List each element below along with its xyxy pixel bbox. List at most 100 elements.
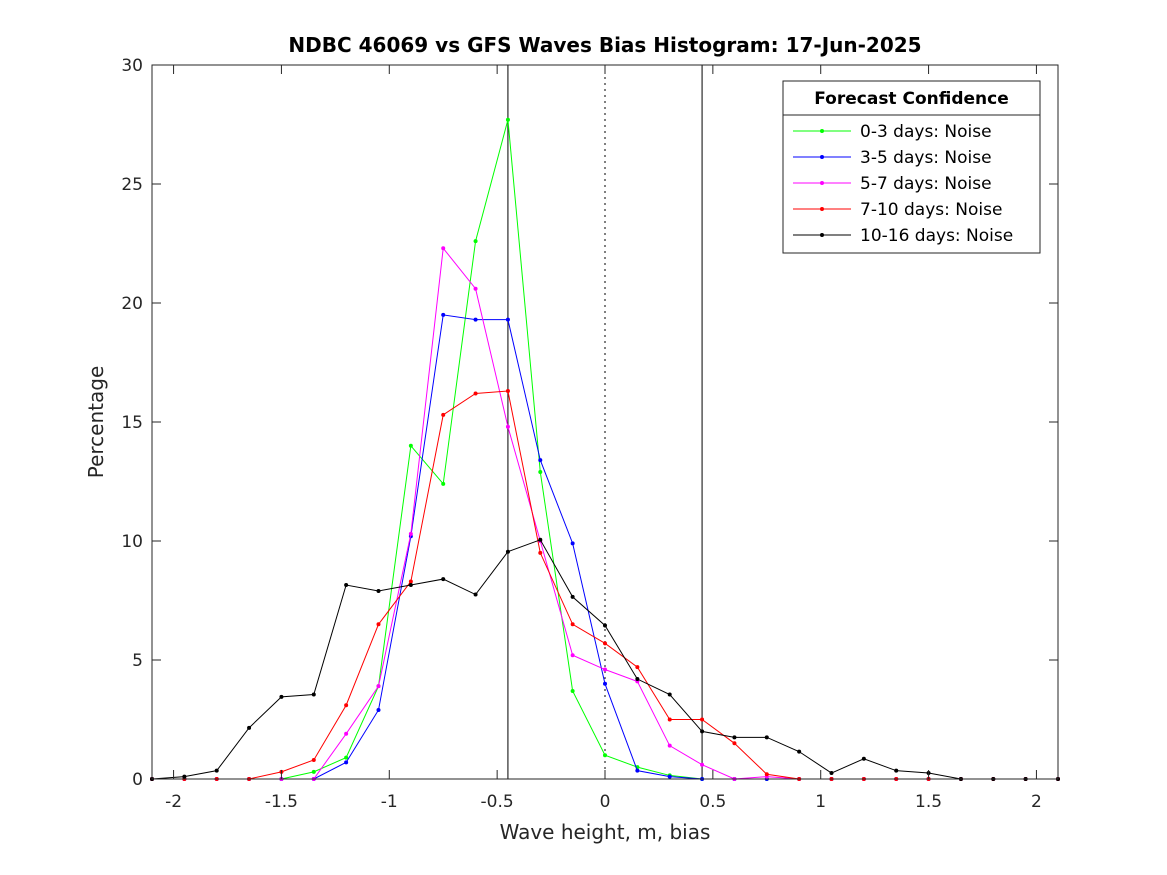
y-tick-label: 5 xyxy=(132,651,143,671)
series-5-point xyxy=(505,549,510,554)
series-2-point xyxy=(441,312,446,317)
series-5-point xyxy=(603,623,607,628)
legend-label: 10-16 days: Noise xyxy=(860,226,1013,246)
legend: Forecast Confidence 0-3 days: Noise 3-5 d… xyxy=(782,80,1041,254)
series-4-point xyxy=(408,579,413,584)
series-4-point xyxy=(505,389,510,394)
series-5-point xyxy=(829,771,834,776)
series-1-point xyxy=(311,769,316,774)
series-2-point xyxy=(603,681,607,686)
series-5-point xyxy=(344,583,349,588)
series-5-point xyxy=(570,594,575,599)
series-3-point xyxy=(667,743,672,748)
legend-entry-4: 7-10 days: Noise xyxy=(793,200,1002,220)
chart-title: NDBC 46069 vs GFS Waves Bias Histogram: … xyxy=(288,33,921,57)
legend-swatch-marker xyxy=(820,233,824,237)
series-4-point xyxy=(667,717,672,722)
series-5-point xyxy=(214,768,219,773)
x-tick-label: 1.5 xyxy=(915,792,942,812)
series-5-point xyxy=(376,588,381,593)
series-5-point xyxy=(667,692,672,697)
series-4-point xyxy=(764,772,769,777)
series-1-point xyxy=(570,688,575,693)
series-3-point xyxy=(473,286,478,291)
series-3-point xyxy=(700,762,705,767)
y-tick-label: 10 xyxy=(121,532,143,552)
series-5-point xyxy=(538,537,543,542)
series-4-point xyxy=(635,665,640,670)
legend-swatch-marker xyxy=(820,155,824,159)
series-3-point xyxy=(344,731,349,736)
y-tick-label: 20 xyxy=(121,294,143,314)
series-5-point xyxy=(797,749,802,754)
series-1-point xyxy=(473,239,478,244)
legend-swatch-marker xyxy=(820,129,824,133)
legend-label: 7-10 days: Noise xyxy=(860,200,1002,220)
series-1-point xyxy=(408,443,413,448)
series-5-point xyxy=(441,577,446,582)
series-4-point xyxy=(473,391,478,396)
series-2-point xyxy=(667,774,672,779)
x-tick-label: -2 xyxy=(165,792,182,812)
series-lines xyxy=(150,117,1060,781)
series-4-point xyxy=(603,641,607,646)
series-1-point xyxy=(505,117,510,122)
x-tick-label: 1 xyxy=(815,792,826,812)
series-3-point xyxy=(376,684,381,689)
legend-entry-2: 3-5 days: Noise xyxy=(793,148,992,168)
series-2-point xyxy=(344,760,349,765)
series-4-point xyxy=(311,757,316,762)
series-5-point xyxy=(764,735,769,740)
series-5-point xyxy=(635,677,640,682)
series-5-point xyxy=(311,692,316,697)
x-ticks: -2 -1.5 -1 -0.5 0 0.5 1 1.5 2 xyxy=(165,65,1042,812)
series-1-point xyxy=(441,481,446,486)
series-2-point xyxy=(505,317,510,322)
x-tick-label: -1.5 xyxy=(265,792,298,812)
series-5-point xyxy=(894,768,899,773)
series-5-point xyxy=(247,725,252,730)
y-axis-label: Percentage xyxy=(84,366,108,479)
series-4-point xyxy=(538,550,543,555)
legend-label: 3-5 days: Noise xyxy=(860,148,992,168)
x-tick-label: 0.5 xyxy=(699,792,726,812)
reference-lines xyxy=(507,65,703,779)
series-2-point xyxy=(473,317,478,322)
series-4-point xyxy=(441,412,446,417)
series-3-point xyxy=(603,667,607,672)
series-4-point xyxy=(570,622,575,627)
series-5-point xyxy=(279,694,284,699)
legend-swatch-marker xyxy=(820,181,824,185)
series-3-point xyxy=(441,246,446,251)
legend-label: 5-7 days: Noise xyxy=(860,174,992,194)
x-tick-label: 0 xyxy=(600,792,611,812)
series-2-point xyxy=(635,768,640,773)
series-1-point xyxy=(538,469,543,474)
series-2-point xyxy=(376,707,381,712)
y-tick-label: 25 xyxy=(121,175,143,195)
legend-entry-5: 10-16 days: Noise xyxy=(793,226,1013,246)
legend-entry-1: 0-3 days: Noise xyxy=(793,122,992,142)
series-3-point xyxy=(408,531,413,536)
legend-entries: 0-3 days: Noise 3-5 days: Noise 5-7 days: … xyxy=(793,122,1013,246)
series-1-point xyxy=(603,753,607,758)
y-ticks: 0 5 10 15 20 25 30 xyxy=(121,56,1058,790)
x-tick-label: -0.5 xyxy=(481,792,514,812)
series-2-point xyxy=(538,458,543,463)
series-4-point xyxy=(376,622,381,627)
legend-label: 0-3 days: Noise xyxy=(860,122,992,142)
legend-title: Forecast Confidence xyxy=(814,89,1009,109)
series-5-point xyxy=(732,735,737,740)
legend-box xyxy=(782,80,1041,254)
legend-entry-3: 5-7 days: Noise xyxy=(793,174,992,194)
series-4-point xyxy=(344,703,349,708)
y-tick-label: 30 xyxy=(121,56,143,76)
x-tick-label: -1 xyxy=(381,792,398,812)
series-5-point xyxy=(700,729,705,734)
series-3-point xyxy=(570,653,575,658)
series-1-point xyxy=(344,755,349,760)
legend-swatch-marker xyxy=(820,207,824,211)
series-4-point xyxy=(732,741,737,746)
series-3-point xyxy=(505,424,510,429)
